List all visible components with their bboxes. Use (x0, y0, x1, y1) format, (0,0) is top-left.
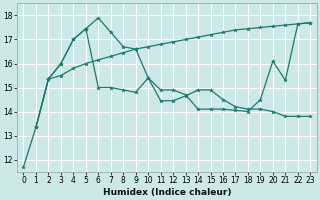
X-axis label: Humidex (Indice chaleur): Humidex (Indice chaleur) (103, 188, 231, 197)
